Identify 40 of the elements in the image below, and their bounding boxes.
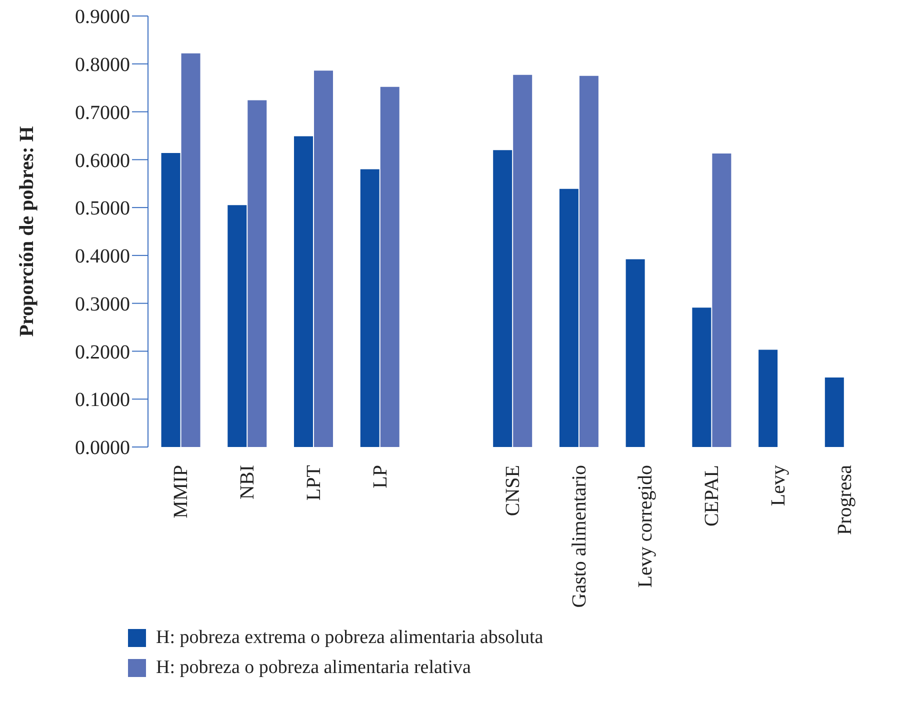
y-tick-label: 0.9000 — [75, 6, 130, 28]
x-tick-label: NBI — [236, 465, 259, 500]
x-tick-label: CEPAL — [701, 465, 724, 527]
bar — [294, 136, 313, 447]
x-tick-label: Progresa — [834, 464, 856, 535]
x-tick-label: LP — [369, 465, 392, 488]
y-tick-label: 0.1000 — [75, 389, 130, 412]
x-tick-label: LPT — [302, 465, 325, 501]
bar — [360, 169, 380, 447]
legend-label: H: pobreza extrema o pobreza alimentaria absoluta — [156, 627, 544, 649]
y-tick-label: 0.4000 — [75, 246, 130, 268]
y-tick-label: 0.7000 — [75, 102, 130, 124]
y-axis-title: Proporción de pobres: H — [16, 126, 38, 337]
x-tick-label: CNSE — [502, 465, 524, 516]
y-tick-label: 0.2000 — [75, 341, 130, 364]
y-tick-label: 0.8000 — [75, 54, 130, 76]
bar — [161, 152, 180, 447]
bar — [493, 150, 512, 447]
x-tick-label: Levy — [767, 465, 790, 506]
bar — [579, 76, 598, 447]
bar — [559, 188, 578, 447]
x-tick-label: Levy corregido — [634, 465, 657, 588]
bar — [380, 86, 400, 447]
y-tick-label: 0.0000 — [75, 437, 130, 460]
bar — [181, 53, 200, 447]
y-tick-label: 0.6000 — [75, 150, 130, 172]
bar — [758, 350, 778, 447]
x-tick-label: Gasto alimentario — [568, 465, 590, 608]
bar — [626, 259, 645, 447]
y-tick-label: 0.5000 — [75, 198, 130, 220]
bar — [692, 308, 712, 447]
bar — [248, 100, 267, 447]
bar — [314, 70, 333, 447]
bar — [228, 205, 247, 447]
bar — [513, 74, 532, 447]
legend-label: H: pobreza o pobreza alimentaria relativa — [156, 657, 471, 679]
x-tick-label: MMIP — [170, 465, 192, 518]
y-tick-label: 0.3000 — [75, 293, 130, 316]
bar — [824, 378, 844, 447]
bar — [712, 153, 732, 447]
